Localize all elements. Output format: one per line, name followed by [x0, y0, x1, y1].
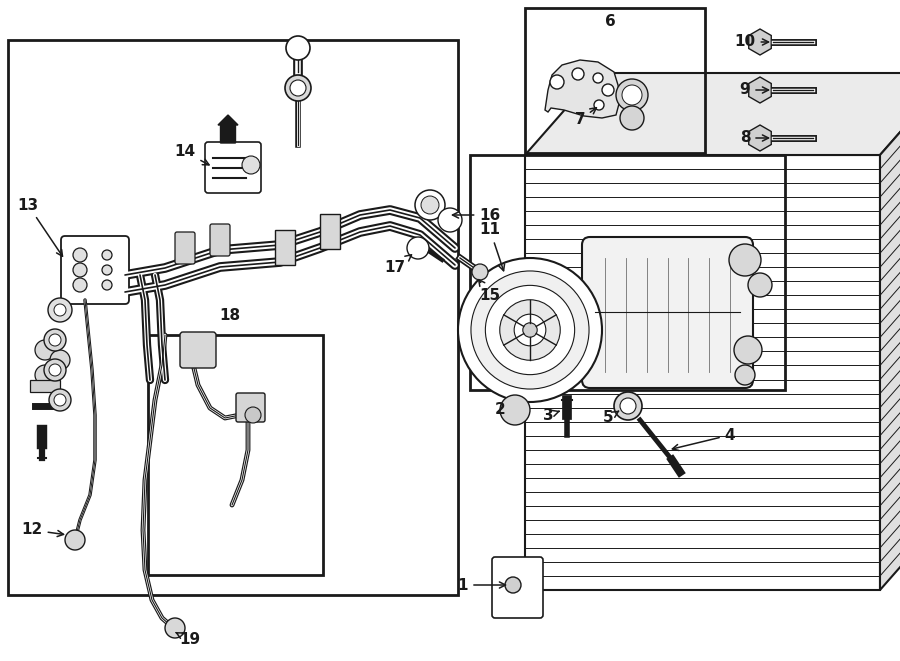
Circle shape: [407, 237, 429, 259]
Text: 7: 7: [575, 108, 597, 128]
Text: 11: 11: [480, 223, 505, 271]
Circle shape: [54, 304, 66, 316]
FancyBboxPatch shape: [205, 142, 261, 193]
Circle shape: [620, 398, 636, 414]
Text: 9: 9: [740, 83, 769, 98]
Circle shape: [616, 79, 648, 111]
Circle shape: [35, 365, 55, 385]
Circle shape: [505, 577, 521, 593]
Polygon shape: [545, 60, 620, 118]
Polygon shape: [525, 155, 880, 590]
Text: 1: 1: [458, 578, 506, 592]
FancyBboxPatch shape: [175, 232, 195, 264]
Circle shape: [514, 314, 545, 346]
Bar: [470, 155, 785, 390]
FancyBboxPatch shape: [582, 237, 753, 388]
Circle shape: [49, 389, 71, 411]
Circle shape: [54, 394, 66, 406]
Text: 16: 16: [453, 208, 500, 223]
Circle shape: [290, 80, 306, 96]
Text: 12: 12: [22, 522, 64, 537]
Circle shape: [614, 392, 642, 420]
Circle shape: [485, 286, 574, 375]
Circle shape: [35, 340, 55, 360]
Circle shape: [734, 336, 762, 364]
Circle shape: [500, 395, 530, 425]
Text: 13: 13: [17, 198, 62, 256]
Polygon shape: [749, 77, 771, 103]
Circle shape: [73, 248, 87, 262]
Circle shape: [593, 73, 603, 83]
Circle shape: [415, 190, 445, 220]
Text: 5: 5: [603, 410, 618, 426]
Circle shape: [49, 364, 61, 376]
Circle shape: [44, 359, 66, 381]
Circle shape: [500, 299, 560, 360]
Circle shape: [550, 75, 564, 89]
Circle shape: [471, 271, 589, 389]
Polygon shape: [749, 125, 771, 151]
Text: 10: 10: [734, 34, 769, 50]
Bar: [30, 380, 60, 392]
Circle shape: [44, 329, 66, 351]
Circle shape: [102, 265, 112, 275]
Circle shape: [594, 100, 604, 110]
Circle shape: [421, 196, 439, 214]
Circle shape: [73, 263, 87, 277]
Bar: [320, 214, 340, 249]
FancyBboxPatch shape: [180, 332, 216, 368]
Text: 17: 17: [384, 254, 411, 276]
FancyBboxPatch shape: [236, 393, 265, 422]
Circle shape: [50, 350, 70, 370]
Circle shape: [102, 280, 112, 290]
Circle shape: [48, 298, 72, 322]
Circle shape: [245, 407, 261, 423]
Circle shape: [458, 258, 602, 402]
Polygon shape: [749, 29, 771, 55]
Text: 19: 19: [176, 633, 201, 648]
Circle shape: [49, 334, 61, 346]
Circle shape: [438, 208, 462, 232]
Text: 14: 14: [175, 145, 209, 165]
Polygon shape: [525, 73, 900, 155]
Circle shape: [748, 273, 772, 297]
Text: 3: 3: [543, 407, 559, 422]
Text: 6: 6: [605, 15, 616, 30]
Circle shape: [735, 365, 755, 385]
Text: 2: 2: [495, 403, 506, 418]
FancyArrow shape: [218, 115, 238, 143]
Circle shape: [65, 530, 85, 550]
Circle shape: [285, 75, 311, 101]
Circle shape: [523, 323, 537, 337]
Circle shape: [286, 36, 310, 60]
Text: 18: 18: [220, 307, 240, 323]
Polygon shape: [880, 73, 900, 590]
Circle shape: [620, 106, 644, 130]
Bar: [148, 335, 323, 575]
Circle shape: [242, 156, 260, 174]
Circle shape: [73, 278, 87, 292]
FancyBboxPatch shape: [210, 224, 230, 256]
FancyBboxPatch shape: [492, 557, 543, 618]
Bar: [8, 40, 458, 595]
Bar: [275, 230, 295, 265]
FancyBboxPatch shape: [61, 236, 129, 304]
Bar: [525, 8, 705, 153]
Text: 4: 4: [672, 428, 735, 451]
Text: 15: 15: [479, 280, 500, 303]
Circle shape: [165, 618, 185, 638]
Circle shape: [572, 68, 584, 80]
Circle shape: [102, 250, 112, 260]
Text: 8: 8: [740, 130, 769, 145]
Circle shape: [472, 264, 488, 280]
Circle shape: [602, 84, 614, 96]
Circle shape: [729, 244, 761, 276]
Circle shape: [622, 85, 642, 105]
